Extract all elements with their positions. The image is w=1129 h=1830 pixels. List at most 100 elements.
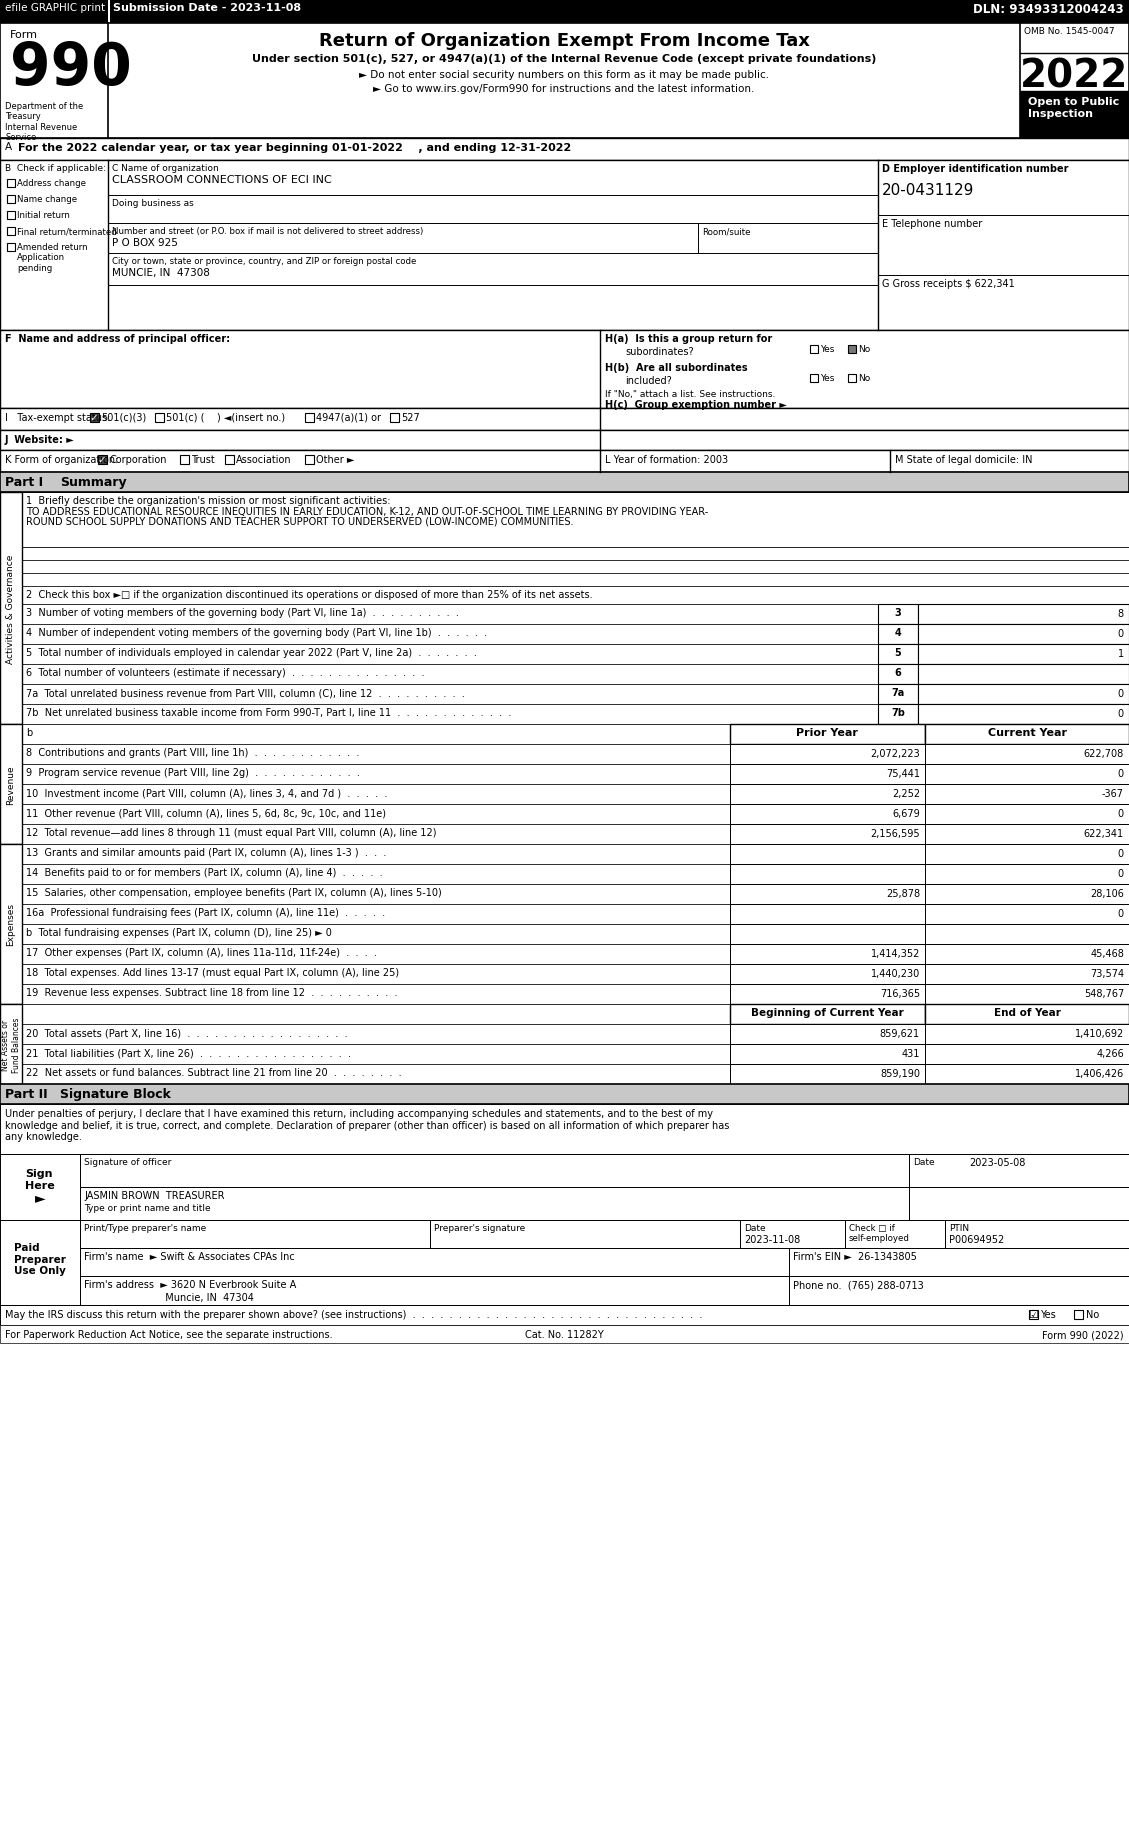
Text: 859,190: 859,190 bbox=[879, 1069, 920, 1078]
Bar bbox=[1074, 1310, 1083, 1319]
Text: Initial return: Initial return bbox=[17, 210, 70, 220]
Text: Department of the
Treasury
Internal Revenue
Service: Department of the Treasury Internal Reve… bbox=[5, 102, 84, 143]
Bar bbox=[21, 884, 730, 904]
Bar bbox=[7, 196, 15, 203]
Text: 14  Benefits paid to or for members (Part IX, column (A), line 4)  .  .  .  .  .: 14 Benefits paid to or for members (Part… bbox=[26, 867, 383, 878]
Text: For Paperwork Reduction Act Notice, see the separate instructions.: For Paperwork Reduction Act Notice, see … bbox=[5, 1329, 333, 1340]
Text: Print/Type preparer's name: Print/Type preparer's name bbox=[84, 1222, 207, 1232]
Text: 2  Check this box ►□ if the organization discontinued its operations or disposed: 2 Check this box ►□ if the organization … bbox=[26, 589, 593, 600]
Text: Activities & Governance: Activities & Governance bbox=[7, 554, 16, 662]
Bar bbox=[878, 664, 918, 684]
Text: No: No bbox=[858, 344, 870, 353]
Text: 2,072,223: 2,072,223 bbox=[870, 748, 920, 759]
Text: 0: 0 bbox=[1118, 908, 1124, 919]
Text: Form 990 (2022): Form 990 (2022) bbox=[1042, 1329, 1124, 1340]
Bar bbox=[925, 745, 1129, 765]
Text: Trust: Trust bbox=[191, 454, 215, 465]
Bar bbox=[730, 1045, 925, 1065]
Text: 7b  Net unrelated business taxable income from Form 990-T, Part I, line 11  .  .: 7b Net unrelated business taxable income… bbox=[26, 708, 511, 717]
Text: E Telephone number: E Telephone number bbox=[882, 220, 982, 229]
Bar bbox=[925, 864, 1129, 884]
Text: 1,414,352: 1,414,352 bbox=[870, 948, 920, 959]
Bar bbox=[1019, 92, 1129, 139]
Bar bbox=[730, 1065, 925, 1085]
Text: included?: included? bbox=[625, 375, 672, 386]
Text: Firm's EIN ►  26-1343805: Firm's EIN ► 26-1343805 bbox=[793, 1252, 917, 1261]
Text: Part I: Part I bbox=[5, 476, 43, 489]
Bar bbox=[21, 765, 730, 785]
Bar bbox=[925, 844, 1129, 864]
Bar bbox=[730, 985, 925, 1005]
Text: 25,878: 25,878 bbox=[886, 889, 920, 899]
Bar bbox=[878, 604, 918, 624]
Text: 7a: 7a bbox=[892, 688, 904, 697]
Bar bbox=[925, 985, 1129, 1005]
Text: ROUND SCHOOL SUPPLY DONATIONS AND TEACHER SUPPORT TO UNDERSERVED (LOW-INCOME) CO: ROUND SCHOOL SUPPLY DONATIONS AND TEACHE… bbox=[26, 516, 574, 527]
Text: Date: Date bbox=[913, 1157, 935, 1166]
Text: 716,365: 716,365 bbox=[879, 988, 920, 999]
Bar bbox=[848, 375, 856, 382]
Bar bbox=[909, 1155, 1129, 1188]
Text: Final return/terminated: Final return/terminated bbox=[17, 227, 116, 236]
Text: 7b: 7b bbox=[891, 708, 905, 717]
Bar bbox=[0, 430, 1129, 450]
Bar bbox=[730, 844, 925, 864]
Bar bbox=[0, 450, 1129, 472]
Bar bbox=[809, 346, 819, 353]
Text: OMB No. 1545-0047: OMB No. 1545-0047 bbox=[1024, 27, 1114, 37]
Bar bbox=[878, 705, 918, 725]
Bar bbox=[21, 624, 878, 644]
Bar bbox=[0, 331, 1129, 408]
Text: subordinates?: subordinates? bbox=[625, 348, 693, 357]
Bar bbox=[925, 825, 1129, 844]
Text: C Name of organization: C Name of organization bbox=[112, 165, 219, 172]
Bar bbox=[21, 944, 730, 964]
Text: 45,468: 45,468 bbox=[1091, 948, 1124, 959]
Bar bbox=[225, 456, 234, 465]
Bar bbox=[305, 414, 314, 423]
Text: J  Website: ►: J Website: ► bbox=[5, 436, 75, 445]
Bar bbox=[925, 944, 1129, 964]
Text: Phone no.  (765) 288-0713: Phone no. (765) 288-0713 bbox=[793, 1279, 924, 1290]
Text: If "No," attach a list. See instructions.: If "No," attach a list. See instructions… bbox=[605, 390, 776, 399]
Bar bbox=[0, 0, 1129, 24]
Bar bbox=[925, 1005, 1129, 1025]
Text: 21  Total liabilities (Part X, line 26)  .  .  .  .  .  .  .  .  .  .  .  .  .  : 21 Total liabilities (Part X, line 26) .… bbox=[26, 1047, 351, 1058]
Text: P00694952: P00694952 bbox=[949, 1233, 1005, 1244]
Bar bbox=[0, 472, 1129, 492]
Text: Yes: Yes bbox=[820, 344, 834, 353]
Text: 1  Briefly describe the organization's mission or most significant activities:: 1 Briefly describe the organization's mi… bbox=[26, 496, 391, 505]
Bar bbox=[21, 1025, 730, 1045]
Text: Association: Association bbox=[236, 454, 291, 465]
Text: 28,106: 28,106 bbox=[1091, 889, 1124, 899]
Text: ✓: ✓ bbox=[89, 414, 98, 423]
Bar bbox=[0, 1005, 21, 1085]
Text: 2,252: 2,252 bbox=[892, 789, 920, 798]
Text: Corporation: Corporation bbox=[110, 454, 166, 465]
Text: Amended return
Application
pending: Amended return Application pending bbox=[17, 243, 88, 273]
Text: 8: 8 bbox=[1118, 609, 1124, 619]
Bar bbox=[390, 414, 399, 423]
Text: Yes: Yes bbox=[820, 373, 834, 382]
Text: b  Total fundraising expenses (Part IX, column (D), line 25) ► 0: b Total fundraising expenses (Part IX, c… bbox=[26, 928, 332, 937]
Text: 501(c) (    ) ◄(insert no.): 501(c) ( ) ◄(insert no.) bbox=[166, 414, 286, 423]
Bar bbox=[21, 1005, 730, 1025]
Bar bbox=[21, 560, 1129, 573]
Bar bbox=[925, 904, 1129, 924]
Bar bbox=[0, 1085, 1129, 1103]
Text: 2023-05-08: 2023-05-08 bbox=[969, 1157, 1025, 1168]
Bar bbox=[0, 1305, 1129, 1325]
Text: Type or print name and title: Type or print name and title bbox=[84, 1204, 211, 1211]
Text: Current Year: Current Year bbox=[988, 728, 1067, 737]
Text: 22  Net assets or fund balances. Subtract line 21 from line 20  .  .  .  .  .  .: 22 Net assets or fund balances. Subtract… bbox=[26, 1067, 402, 1078]
Text: MUNCIE, IN  47308: MUNCIE, IN 47308 bbox=[112, 267, 210, 278]
Text: 4: 4 bbox=[894, 628, 901, 637]
Text: Under penalties of perjury, I declare that I have examined this return, includin: Under penalties of perjury, I declare th… bbox=[5, 1109, 729, 1142]
Text: Date: Date bbox=[744, 1222, 765, 1232]
Bar bbox=[21, 825, 730, 844]
Bar bbox=[21, 492, 1129, 547]
Bar bbox=[21, 547, 1129, 560]
Text: Net Assets or
Fund Balances: Net Assets or Fund Balances bbox=[1, 1017, 20, 1072]
Bar bbox=[789, 1276, 1129, 1305]
Text: 431: 431 bbox=[902, 1049, 920, 1058]
